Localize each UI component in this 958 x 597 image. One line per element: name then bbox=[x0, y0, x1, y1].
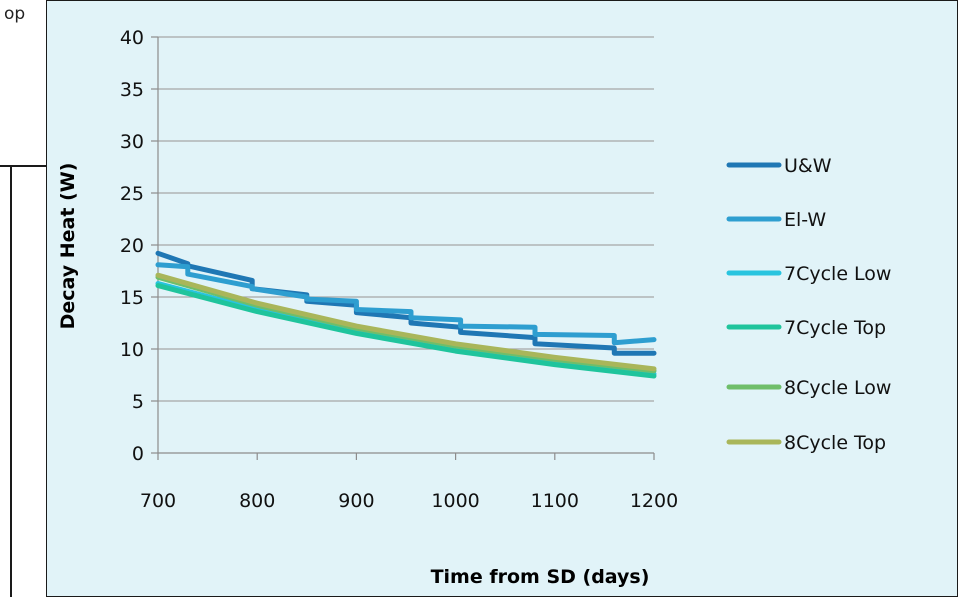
series-line-8cycle-low bbox=[155, 274, 657, 374]
y-tick-label: 30 bbox=[120, 131, 144, 153]
background-window-text: op bbox=[4, 4, 26, 24]
x-tick-label: 1100 bbox=[531, 490, 579, 512]
legend: U&W El-W 7Cycle Low 7Cycle Top 8Cycle Low 8Cy… bbox=[726, 155, 891, 454]
x-axis-title: Time from SD (days) bbox=[431, 566, 650, 588]
x-tick-label: 800 bbox=[239, 490, 275, 512]
series-line-u-w bbox=[155, 250, 657, 356]
series-lines bbox=[155, 250, 657, 379]
y-tick-label: 0 bbox=[132, 443, 144, 465]
series-line-7cycle-top bbox=[155, 283, 657, 379]
background-border-line bbox=[10, 165, 12, 597]
series-line-8cycle-top bbox=[155, 272, 657, 372]
axes: 0 5 10 15 20 25 30 35 40 700 800 900 1000 1100 1200 bbox=[120, 27, 678, 512]
y-tick-label: 35 bbox=[120, 79, 144, 101]
x-tick-label: 1000 bbox=[431, 490, 479, 512]
legend-label: El-W bbox=[784, 209, 826, 231]
legend-label: 7Cycle Top bbox=[784, 317, 886, 339]
y-tick-label: 20 bbox=[120, 235, 144, 257]
y-tick-label: 40 bbox=[120, 27, 144, 49]
legend-label: 7Cycle Low bbox=[784, 263, 891, 285]
x-tick-label: 1200 bbox=[630, 490, 678, 512]
y-tick-label: 10 bbox=[120, 339, 144, 361]
y-tick-label: 5 bbox=[132, 391, 144, 413]
series-line-el-w bbox=[155, 262, 657, 346]
x-tick-label: 900 bbox=[338, 490, 374, 512]
y-tick-label: 25 bbox=[120, 183, 144, 205]
legend-label: U&W bbox=[784, 155, 832, 177]
y-tick-label: 15 bbox=[120, 287, 144, 309]
legend-label: 8Cycle Top bbox=[784, 432, 886, 454]
grid bbox=[158, 36, 654, 402]
y-axis-title: Decay Heat (W) bbox=[57, 163, 79, 330]
x-tick-label: 700 bbox=[140, 490, 176, 512]
legend-label: 8Cycle Low bbox=[784, 377, 891, 399]
